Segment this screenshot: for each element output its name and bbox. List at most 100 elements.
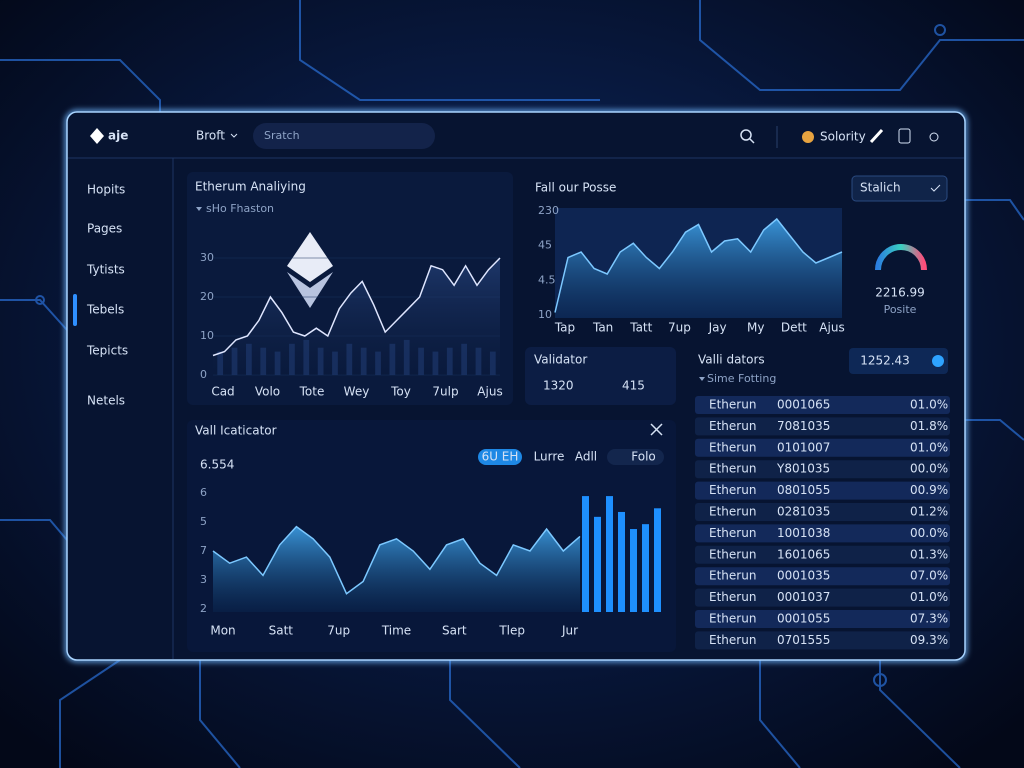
chart-title: Vall Icaticator (195, 424, 277, 438)
x-tick-label: Jur (561, 624, 578, 638)
cell-code: 0001035 (777, 569, 830, 583)
table-row (695, 481, 950, 500)
badge (849, 348, 948, 374)
cell-name: Etherun (709, 612, 756, 626)
edit-icon[interactable] (869, 128, 884, 144)
cell-code: Y801035 (776, 462, 830, 476)
cell-percent: 00.0% (910, 526, 948, 540)
x-tick-label: Mon (210, 624, 235, 638)
cell-code: 0801055 (777, 483, 830, 497)
cell-name: Etherun (709, 419, 756, 433)
badge-dot (932, 355, 944, 367)
cell-percent: 07.0% (910, 569, 948, 583)
eth-logo-bottom (287, 272, 333, 308)
y-tick-label: 30 (200, 251, 214, 264)
filter-button[interactable]: Folo (631, 450, 656, 464)
nav-item[interactable]: Tebels (86, 303, 124, 317)
chart-subtitle: sHo Fhaston (206, 202, 274, 215)
subtitle-caret (196, 207, 202, 211)
y-tick-label: 3 (200, 573, 207, 586)
y-tick-label: 230 (538, 204, 559, 217)
validators-title: Valli dators (698, 353, 765, 367)
menu[interactable]: Broft (196, 129, 225, 143)
metric-value: 6.554 (200, 458, 234, 472)
cell-percent: 09.3% (910, 633, 948, 647)
dropdown[interactable] (851, 175, 948, 202)
logo-icon (90, 128, 104, 144)
bar (654, 508, 661, 612)
close-icon[interactable] (650, 423, 663, 436)
nav-item[interactable]: Tepicts (86, 344, 128, 358)
y-tick-label: 10 (538, 308, 552, 321)
table-row (695, 460, 950, 479)
cell-code: 1601065 (777, 547, 830, 561)
user-avatar[interactable] (802, 131, 814, 143)
table-row (695, 545, 950, 564)
doc-icon[interactable] (898, 128, 911, 144)
filter-button[interactable]: Lurre (534, 450, 565, 464)
cell-code: 0001065 (777, 398, 830, 412)
area (213, 258, 500, 375)
cell-name: Etherun (709, 440, 756, 454)
table-row (695, 396, 950, 414)
line (212, 525, 581, 595)
table-row (695, 503, 950, 521)
nav-item[interactable]: Pages (87, 222, 122, 236)
cell-code: 0001037 (777, 590, 830, 604)
nav-item[interactable]: Netels (87, 394, 125, 408)
nav-item[interactable]: Hopits (87, 183, 125, 197)
cell-name: Etherun (709, 547, 756, 561)
y-tick-label: 6 (200, 486, 207, 499)
x-tick-label: Tote (299, 385, 325, 399)
gauge-value: 2216.99 (875, 286, 925, 300)
x-tick-label: Jay (708, 321, 727, 335)
cell-name: Etherun (709, 633, 756, 647)
y-tick-label: 45 (538, 239, 552, 252)
y-tick-label: 20 (200, 290, 214, 303)
gauge-label: Posite (884, 303, 917, 316)
cell-code: 0101007 (777, 440, 830, 454)
cell-name: Etherun (709, 462, 756, 476)
x-tick-label: Toy (390, 385, 411, 399)
cell-name: Etherun (709, 505, 756, 519)
x-tick-label: Wey (344, 385, 370, 399)
cell-code: 1001038 (777, 526, 830, 540)
button-bg[interactable] (607, 449, 664, 465)
x-tick-label: Tlep (498, 624, 525, 638)
x-tick-label: Volo (255, 385, 280, 399)
nav-item[interactable]: Tytists (86, 263, 125, 277)
line (554, 217, 843, 313)
cell-code: 0281035 (777, 505, 830, 519)
search-icon[interactable] (740, 129, 752, 141)
dropdown-label[interactable]: Stalich (860, 181, 901, 195)
x-tick-label: Dett (781, 321, 807, 335)
validator-card (525, 347, 676, 405)
bar (582, 496, 589, 612)
cell-name: Etherun (709, 569, 756, 583)
table-row (695, 567, 950, 586)
validator-title: Validator (534, 353, 587, 367)
table-row (695, 438, 950, 457)
bar (630, 529, 637, 612)
filter-button[interactable]: Adll (575, 450, 597, 464)
bar (642, 524, 649, 612)
cell-percent: 01.0% (910, 590, 948, 604)
table-row (695, 588, 950, 607)
validators-caret (699, 377, 705, 381)
cell-name: Etherun (709, 590, 756, 604)
button-bg[interactable] (478, 449, 522, 465)
y-tick-label: 5 (200, 515, 207, 528)
cell-percent: 01.0% (910, 440, 948, 454)
x-tick-label: Ajus (477, 385, 502, 399)
bar (606, 496, 613, 612)
table-row (695, 524, 950, 543)
search-box[interactable] (253, 123, 435, 149)
filter-button[interactable]: 6U EH (482, 450, 519, 464)
search-placeholder: Sratch (264, 129, 300, 142)
line (212, 257, 501, 357)
user-name[interactable]: Solority (820, 130, 866, 144)
share-icon[interactable] (929, 132, 939, 142)
validator-right: 415 (622, 379, 645, 393)
